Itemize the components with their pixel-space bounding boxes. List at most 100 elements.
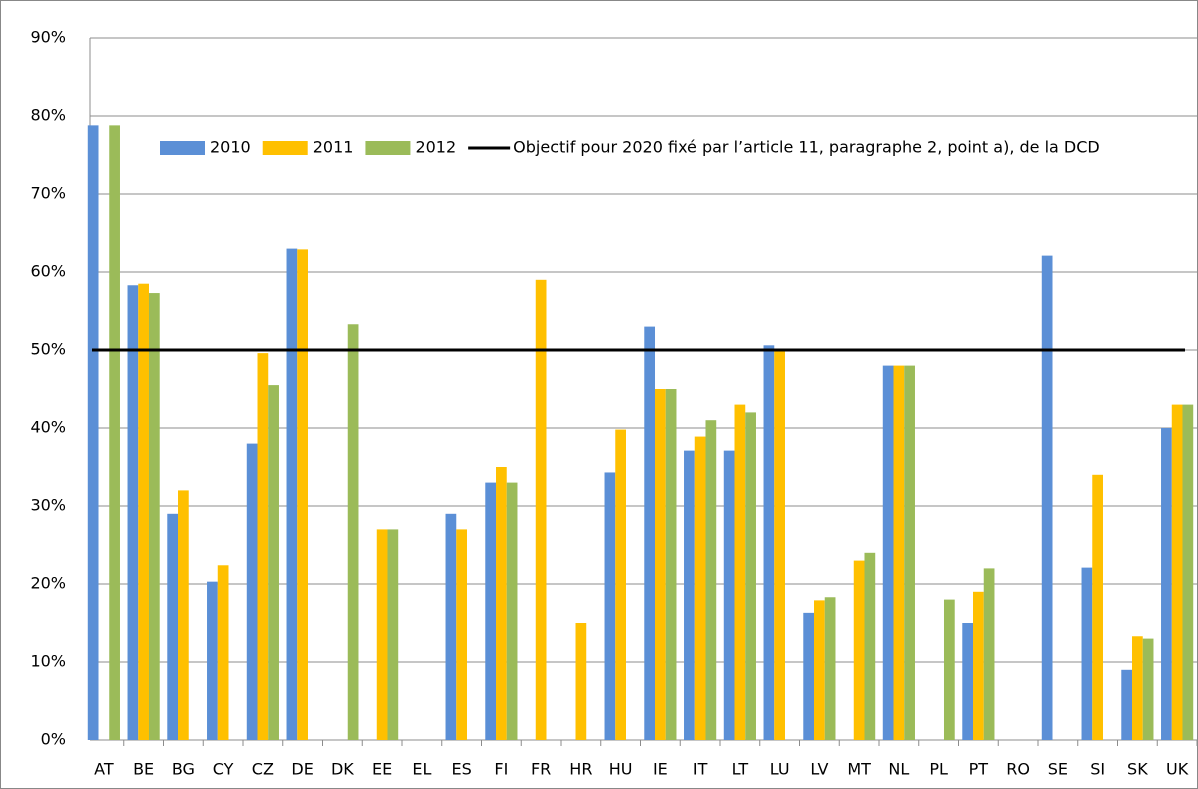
bar (297, 249, 308, 740)
bar (723, 450, 735, 740)
bar (148, 293, 160, 740)
y-tick-label: 10% (30, 652, 66, 671)
x-tick-label: FI (494, 760, 508, 779)
bar (973, 591, 984, 740)
x-tick-label: IT (693, 760, 708, 779)
bar (456, 529, 467, 740)
y-tick-label: 90% (30, 28, 66, 47)
bar (803, 612, 815, 740)
bar (127, 285, 139, 740)
x-tick-label: HU (609, 760, 633, 779)
legend-label: 2010 (210, 138, 251, 157)
bar (1081, 567, 1093, 740)
bar (445, 513, 457, 740)
bar (217, 565, 229, 740)
x-tick-label: PT (969, 760, 989, 779)
y-tick-label: 30% (30, 496, 66, 515)
y-tick-label: 40% (30, 418, 66, 437)
bar (178, 490, 189, 740)
bar (1142, 638, 1154, 740)
bar (853, 560, 865, 740)
bar (138, 283, 149, 740)
y-tick-label: 50% (30, 340, 66, 359)
bar (665, 389, 677, 740)
x-tick-label: FR (531, 760, 551, 779)
bar (376, 529, 388, 740)
bar (824, 597, 836, 740)
y-tick-label: 60% (30, 262, 66, 281)
bar (1121, 669, 1133, 740)
bar (167, 513, 179, 740)
x-tick-label: CZ (252, 760, 274, 779)
x-tick-label: LT (732, 760, 749, 779)
legend-label: 2012 (415, 138, 456, 157)
bar (904, 365, 915, 740)
x-tick-label: CY (213, 760, 234, 779)
bar (1182, 404, 1194, 740)
bar (496, 467, 507, 740)
bar (109, 125, 120, 741)
bar (882, 365, 894, 740)
x-tick-label: NL (888, 760, 909, 779)
x-tick-label: HR (569, 760, 592, 779)
x-tick-label: PL (929, 760, 948, 779)
bar (983, 568, 995, 740)
bar (286, 248, 298, 740)
x-tick-label: EE (372, 760, 392, 779)
x-tick-label: DK (331, 760, 354, 779)
x-tick-label: IE (653, 760, 668, 779)
bar (684, 450, 695, 740)
bar (207, 581, 218, 740)
bar (347, 324, 359, 740)
y-tick-label: 70% (30, 184, 66, 203)
x-tick-label: LV (810, 760, 828, 779)
x-tick-label: SI (1090, 760, 1105, 779)
bar (575, 623, 587, 740)
x-tick-label: AT (94, 760, 114, 779)
x-tick-label: MT (847, 760, 871, 779)
bar (604, 472, 616, 740)
bar (506, 482, 518, 740)
x-tick-label: UK (1166, 760, 1189, 779)
bar (962, 623, 974, 740)
bar (257, 353, 269, 740)
bar (1171, 404, 1183, 740)
bar (774, 350, 785, 740)
bar (893, 365, 905, 740)
bar (1132, 636, 1143, 740)
bar (694, 436, 706, 740)
x-tick-label: ES (451, 760, 471, 779)
bar (734, 404, 746, 740)
legend-swatch (160, 141, 205, 155)
bar (705, 420, 717, 740)
x-tick-label: DE (291, 760, 313, 779)
y-tick-label: 80% (30, 106, 66, 125)
bar (745, 412, 756, 740)
bar (87, 125, 99, 741)
bar (814, 600, 825, 740)
x-tick-label: BE (133, 760, 154, 779)
legend-label: 2011 (313, 138, 354, 157)
bar (246, 443, 258, 740)
x-tick-label: SK (1127, 760, 1148, 779)
bar (615, 429, 626, 740)
bar (535, 279, 547, 740)
bar (763, 345, 775, 740)
bar (1092, 474, 1103, 740)
bar (485, 482, 497, 740)
x-tick-label: EL (412, 760, 431, 779)
bar (1161, 428, 1172, 740)
x-tick-label: BG (172, 760, 195, 779)
bar (943, 599, 955, 740)
y-tick-label: 20% (30, 574, 66, 593)
bar (387, 529, 399, 740)
bar (864, 552, 876, 740)
x-tick-label: LU (770, 760, 790, 779)
bar (655, 389, 666, 740)
legend-swatch (262, 141, 308, 155)
bar (644, 326, 656, 740)
legend-swatch (365, 141, 411, 155)
x-tick-label: RO (1006, 760, 1030, 779)
